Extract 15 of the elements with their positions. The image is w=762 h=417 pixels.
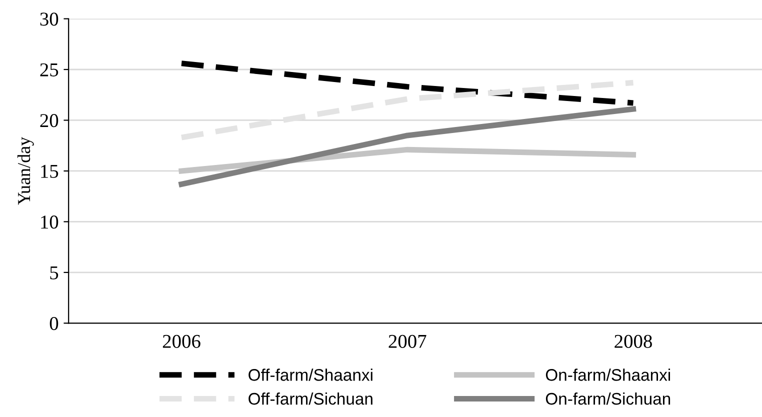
legend-label: On-farm/Sichuan — [546, 392, 670, 405]
x-tick-label: 2008 — [614, 334, 652, 348]
y-tick-label: 30 — [40, 12, 58, 26]
y-tick-label: 25 — [40, 63, 58, 76]
y-tick-label: 10 — [41, 216, 58, 229]
y-axis-title: Yuan/day — [17, 136, 34, 205]
legend-label: On-farm/Shaanxi — [546, 368, 670, 381]
x-tick-label: 2007 — [388, 334, 426, 348]
legend-label: Off-farm/Sichuan — [248, 392, 372, 405]
y-tick-label: 5 — [50, 266, 58, 280]
x-tick-label: 2006 — [162, 334, 200, 348]
legend-label: Off-farm/Shaanxi — [248, 368, 372, 381]
y-tick-label: 0 — [50, 316, 58, 330]
y-tick-label: 15 — [41, 164, 58, 178]
y-tick-label: 20 — [40, 114, 58, 128]
